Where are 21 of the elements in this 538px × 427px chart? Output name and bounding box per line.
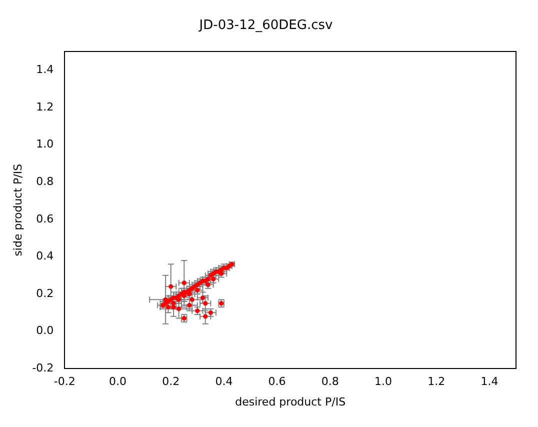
x-axis-title: desired product P/IS [235,395,346,408]
chart-title: JD-03-12_60DEG.csv [198,18,333,34]
x-tick-label: 0.4 [215,375,233,388]
y-tick-label: 1.2 [36,100,54,114]
x-tick-label: 0.0 [109,375,127,388]
x-tick-label: 1.2 [428,375,446,388]
x-tick-label: 1.4 [480,375,498,388]
y-tick-label: 1.4 [36,63,54,76]
y-tick-label: 0.6 [36,212,54,226]
x-tick-label: 1.0 [374,375,392,388]
y-tick-label: 1.0 [36,138,54,151]
y-tick-label: 0.4 [36,250,54,263]
x-tick-label: -0.2 [54,375,76,388]
x-tick-label: 0.6 [268,375,286,388]
y-axis-title: side product P/IS [11,164,24,256]
y-tick-label: 0.8 [36,174,54,188]
x-tick-label: 0.8 [321,375,339,388]
x-tick-label: 0.2 [162,375,180,388]
y-tick-label: 0.0 [36,324,54,338]
y-tick-label: -0.2 [32,361,54,374]
y-tick-label: 0.2 [36,286,54,300]
